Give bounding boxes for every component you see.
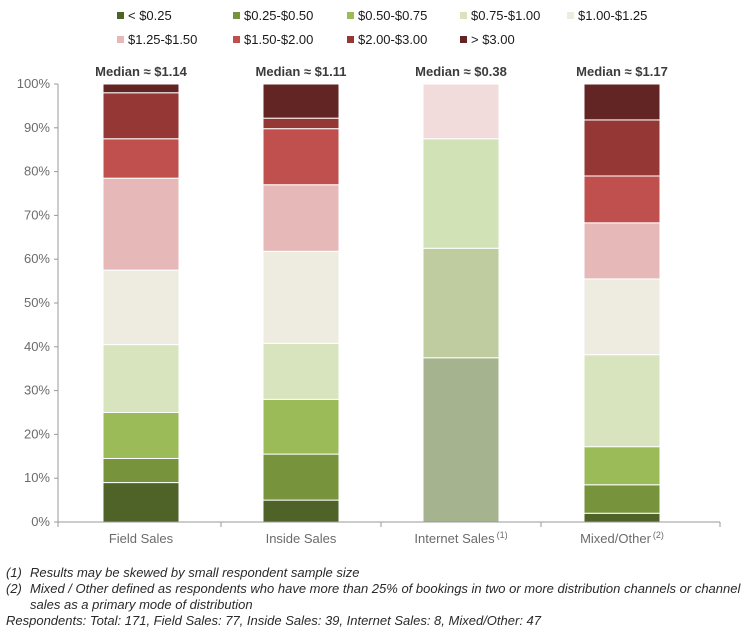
legend-item: $0.75-$1.00 xyxy=(460,8,540,23)
median-label: Median ≈ $1.17 xyxy=(576,64,668,79)
legend-item: $1.00-$1.25 xyxy=(567,8,647,23)
bars: Median ≈ $1.14 Median ≈ $1.11 Median ≈ $0.… xyxy=(95,64,668,523)
legend-item: $1.25-$1.50 xyxy=(117,32,197,47)
y-tick-label: 10% xyxy=(24,470,50,485)
x-tick-label: Internet Sales (1) xyxy=(414,530,507,546)
y-tick-label: 70% xyxy=(24,207,50,222)
bar-stack: Median ≈ $1.14 xyxy=(95,64,188,523)
y-tick-label: 100% xyxy=(17,76,51,91)
legend: < $0.25 $0.25-$0.50 $0.50-$0.75 $0.75-$1.00… xyxy=(117,8,647,47)
bar-segment xyxy=(583,222,661,280)
bar-segment xyxy=(102,344,180,413)
legend-label: $1.50-$2.00 xyxy=(244,32,313,47)
bar-segment xyxy=(262,250,340,344)
legend-label: < $0.25 xyxy=(128,8,172,23)
bar-segment xyxy=(583,354,661,448)
bar-segment xyxy=(583,278,661,356)
bar-segment xyxy=(262,453,340,501)
y-tick-label: 30% xyxy=(24,383,50,398)
legend-label: $2.00-$3.00 xyxy=(358,32,427,47)
bar-segment xyxy=(102,457,180,484)
footnotes: (1) Results may be skewed by small respo… xyxy=(6,565,746,629)
legend-label: $0.50-$0.75 xyxy=(358,8,427,23)
bar-segment xyxy=(102,482,180,523)
bar-segment xyxy=(262,342,340,400)
bar-segment xyxy=(262,499,340,523)
legend-swatch xyxy=(117,12,124,19)
bar-stack: Median ≈ $1.11 xyxy=(256,64,347,523)
bar-segment xyxy=(102,138,180,179)
legend-item: $1.50-$2.00 xyxy=(233,32,313,47)
bar-segment xyxy=(583,175,661,224)
bar-segment xyxy=(422,83,500,140)
bar-segment xyxy=(422,138,500,249)
bar-segment xyxy=(262,117,340,130)
legend-label: > $3.00 xyxy=(471,32,515,47)
legend-item: $0.25-$0.50 xyxy=(233,8,313,23)
legend-item: $2.00-$3.00 xyxy=(347,32,427,47)
legend-item: $0.50-$0.75 xyxy=(347,8,427,23)
median-label: Median ≈ $1.14 xyxy=(95,64,187,79)
bar-segment xyxy=(262,398,340,455)
median-label: Median ≈ $1.11 xyxy=(256,64,347,79)
bar-segment xyxy=(583,446,661,486)
legend-swatch xyxy=(347,12,354,19)
legend-swatch xyxy=(233,36,240,43)
legend-swatch xyxy=(567,12,574,19)
respondents-note: Respondents: Total: 171, Field Sales: 77… xyxy=(6,613,541,628)
stacked-bar-chart: < $0.25 $0.25-$0.50 $0.50-$0.75 $0.75-$1.00… xyxy=(17,8,721,546)
legend-item: > $3.00 xyxy=(460,32,515,47)
x-tick-label: Mixed/Other (2) xyxy=(580,530,664,546)
legend-swatch xyxy=(460,36,467,43)
x-tick-label: Inside Sales xyxy=(266,531,337,546)
bar-segment xyxy=(102,412,180,459)
legend-item: < $0.25 xyxy=(117,8,172,23)
legend-label: $0.75-$1.00 xyxy=(471,8,540,23)
bar-segment xyxy=(422,247,500,359)
y-tick-label: 40% xyxy=(24,339,50,354)
bar-segment xyxy=(583,83,661,121)
footnote-text: Mixed / Other defined as respondents who… xyxy=(30,581,741,612)
footnote-2: (2) Mixed / Other defined as respondents… xyxy=(6,581,746,613)
y-tick-label: 50% xyxy=(24,295,50,310)
bar-stack: Median ≈ $0.38 xyxy=(415,64,507,523)
y-tick-label: 80% xyxy=(24,164,50,179)
y-tick-label: 20% xyxy=(24,426,50,441)
bar-segment xyxy=(583,119,661,177)
y-axis: 0% 10% 20% 30% 40% 50% 60% 70% 80% 90% 100% xyxy=(17,76,59,529)
legend-swatch xyxy=(117,36,124,43)
legend-swatch xyxy=(347,36,354,43)
bar-segment xyxy=(102,177,180,271)
y-tick-label: 60% xyxy=(24,251,50,266)
legend-label: $1.00-$1.25 xyxy=(578,8,647,23)
bar-segment xyxy=(583,512,661,523)
y-tick-label: 90% xyxy=(24,120,50,135)
legend-swatch xyxy=(233,12,240,19)
bar-segment xyxy=(102,83,180,94)
bar-segment xyxy=(102,269,180,346)
median-label: Median ≈ $0.38 xyxy=(415,64,507,79)
legend-label: $0.25-$0.50 xyxy=(244,8,313,23)
footnote-number: (1) xyxy=(6,565,22,580)
x-tick-superscript: (2) xyxy=(653,530,664,540)
legend-swatch xyxy=(460,12,467,19)
bar-segment xyxy=(262,184,340,252)
bar-segment xyxy=(262,83,340,119)
y-tick-label: 0% xyxy=(31,514,50,529)
bar-stack: Median ≈ $1.17 xyxy=(576,64,668,523)
footnote-number: (2) xyxy=(6,581,22,596)
footnote-text: Results may be skewed by small responden… xyxy=(30,565,360,580)
x-tick-label: Field Sales xyxy=(109,531,174,546)
bar-segment xyxy=(262,128,340,186)
x-axis: Field Sales Inside Sales Internet Sales (1)… xyxy=(57,521,721,546)
footnote-1: (1) Results may be skewed by small respo… xyxy=(6,565,746,581)
bar-segment xyxy=(102,92,180,140)
bar-segment xyxy=(583,484,661,514)
legend-label: $1.25-$1.50 xyxy=(128,32,197,47)
x-tick-superscript: (1) xyxy=(497,530,508,540)
bar-segment xyxy=(422,357,500,523)
